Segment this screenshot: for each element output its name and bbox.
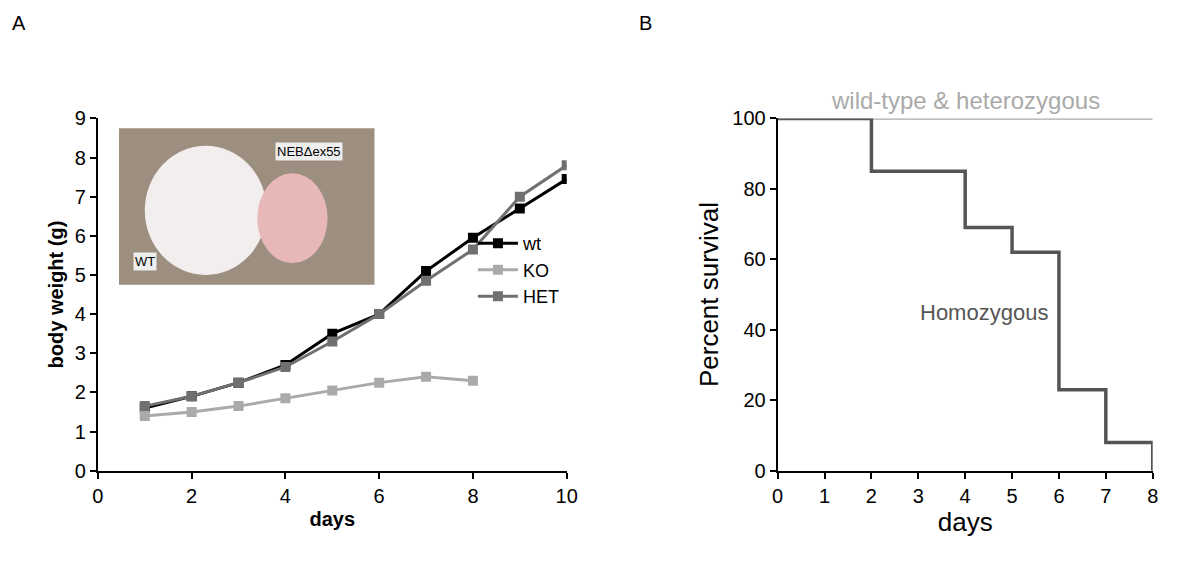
svg-text:Homozygous: Homozygous xyxy=(920,300,1048,325)
svg-text:0: 0 xyxy=(75,460,86,482)
svg-text:80: 80 xyxy=(743,178,765,200)
svg-text:4: 4 xyxy=(280,485,291,507)
svg-text:3: 3 xyxy=(913,485,924,507)
svg-text:wt: wt xyxy=(522,234,541,254)
svg-text:0: 0 xyxy=(772,485,783,507)
svg-text:6: 6 xyxy=(1053,485,1064,507)
svg-text:6: 6 xyxy=(75,225,86,247)
svg-text:7: 7 xyxy=(1100,485,1111,507)
svg-text:Percent survival: Percent survival xyxy=(694,202,724,387)
svg-text:7: 7 xyxy=(75,186,86,208)
svg-text:8: 8 xyxy=(75,147,86,169)
svg-text:3: 3 xyxy=(75,342,86,364)
svg-text:60: 60 xyxy=(743,248,765,270)
svg-text:1: 1 xyxy=(819,485,830,507)
svg-text:HET: HET xyxy=(523,287,559,307)
svg-text:WT: WT xyxy=(135,254,155,269)
svg-text:body weight (g): body weight (g) xyxy=(45,221,67,369)
svg-text:5: 5 xyxy=(1006,485,1017,507)
svg-text:days: days xyxy=(310,508,356,530)
svg-text:0: 0 xyxy=(755,460,766,482)
svg-text:2: 2 xyxy=(75,381,86,403)
svg-text:6: 6 xyxy=(374,485,385,507)
svg-text:8: 8 xyxy=(467,485,478,507)
svg-text:8: 8 xyxy=(1147,485,1158,507)
svg-text:NEBΔex55: NEBΔex55 xyxy=(277,144,341,159)
svg-text:20: 20 xyxy=(743,389,765,411)
svg-text:2: 2 xyxy=(186,485,197,507)
svg-text:wild-type & heterozygous: wild-type & heterozygous xyxy=(831,87,1100,114)
svg-text:4: 4 xyxy=(960,485,971,507)
svg-text:5: 5 xyxy=(75,264,86,286)
svg-text:KO: KO xyxy=(523,261,549,281)
svg-text:1: 1 xyxy=(75,421,86,443)
svg-text:100: 100 xyxy=(732,107,765,129)
svg-text:B: B xyxy=(639,12,652,34)
svg-text:days: days xyxy=(938,507,993,537)
svg-text:A: A xyxy=(12,12,26,34)
svg-text:0: 0 xyxy=(92,485,103,507)
svg-text:9: 9 xyxy=(75,107,86,129)
svg-text:10: 10 xyxy=(556,485,578,507)
svg-text:40: 40 xyxy=(743,319,765,341)
svg-text:4: 4 xyxy=(75,303,86,325)
svg-text:2: 2 xyxy=(866,485,877,507)
